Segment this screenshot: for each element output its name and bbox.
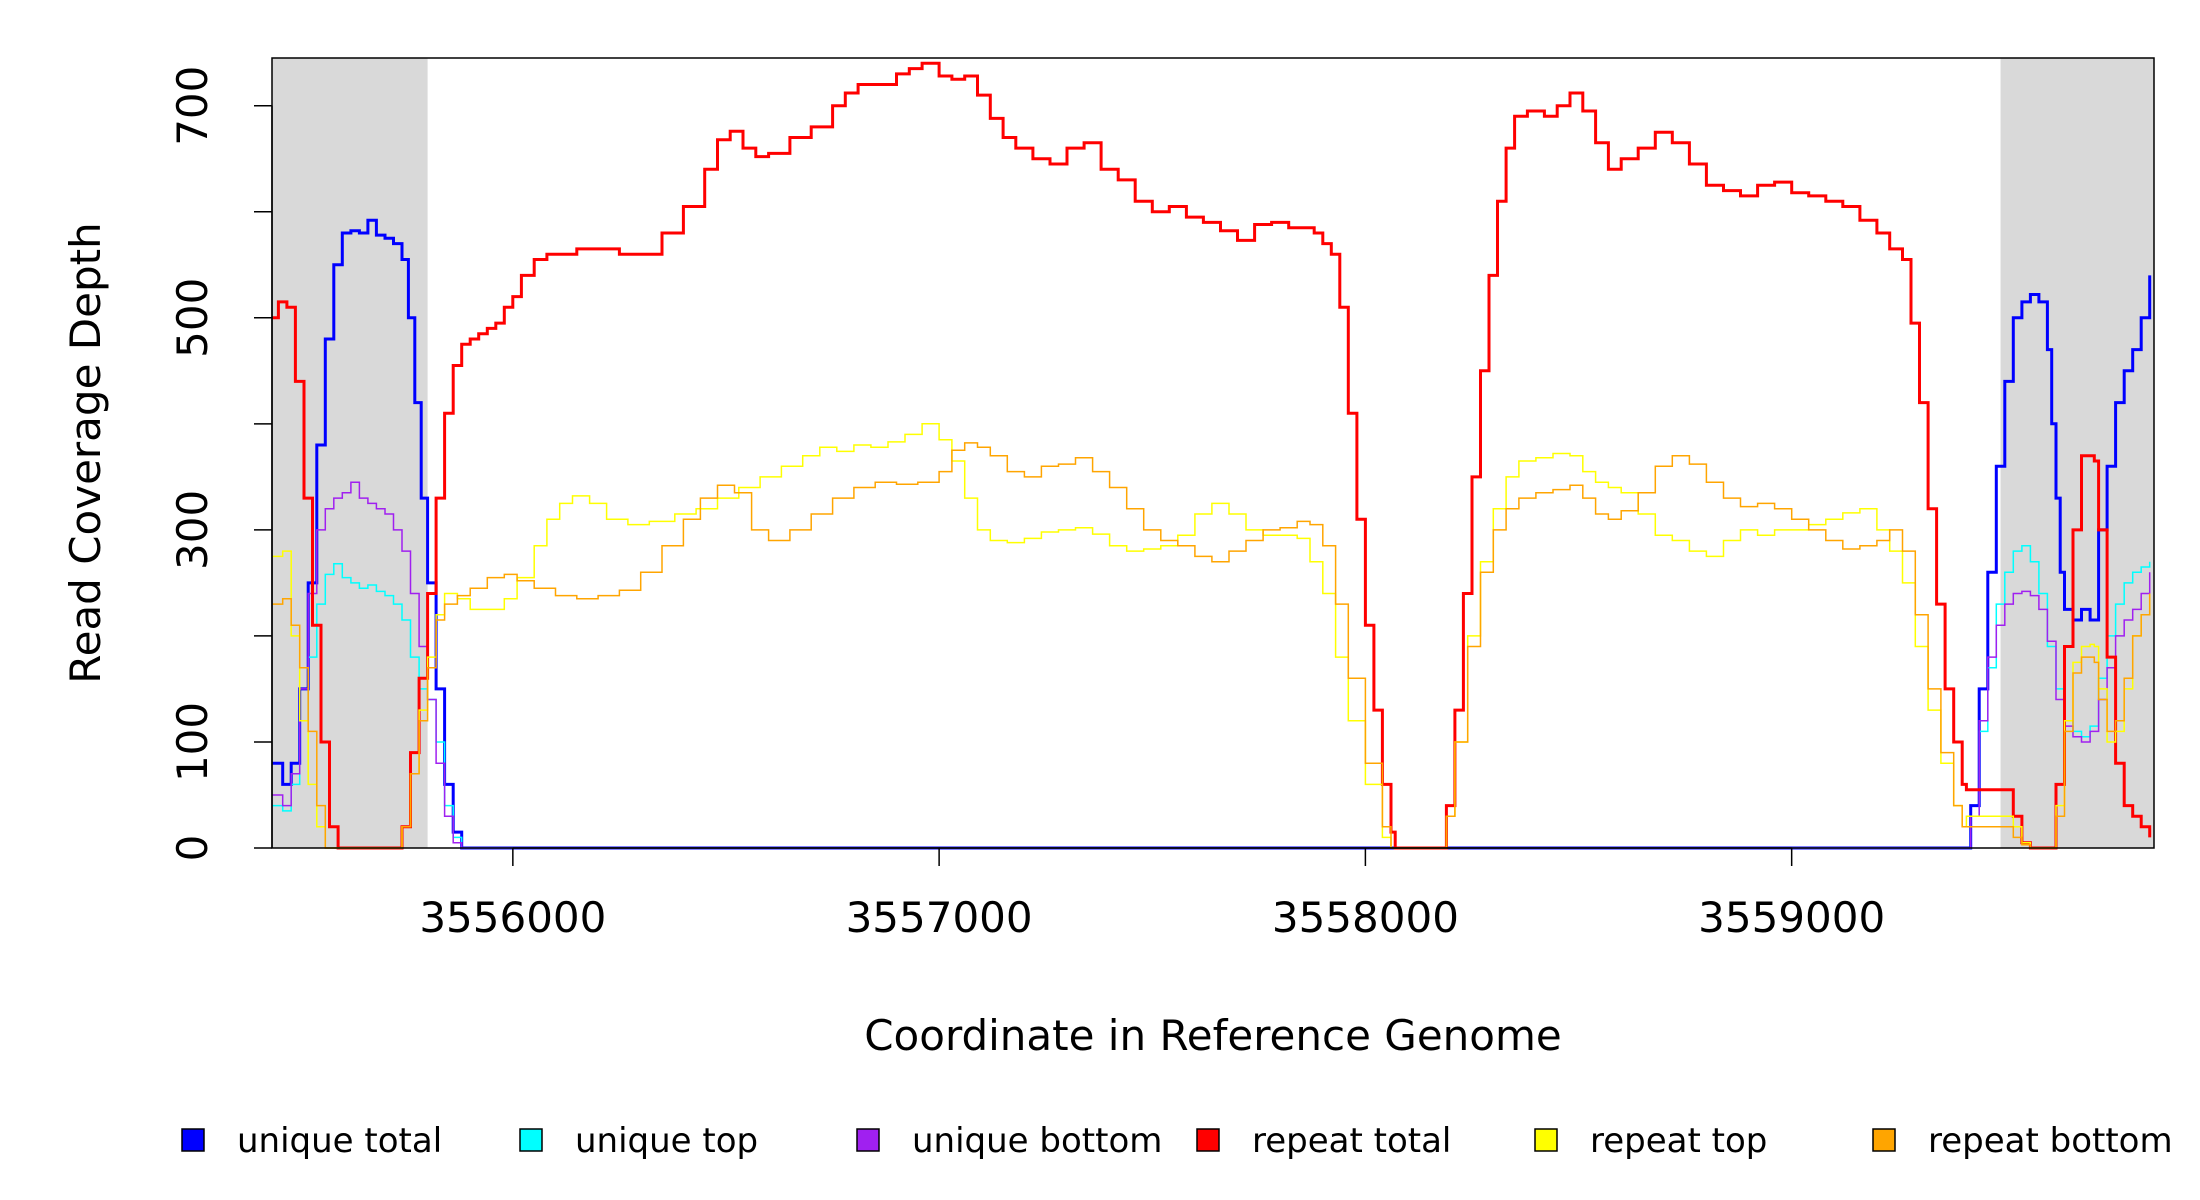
series-line-repeat-top	[272, 423, 2151, 849]
series-lines	[272, 61, 2152, 850]
y-tick-label: 0	[168, 835, 217, 862]
legend-label: unique top	[575, 1121, 758, 1161]
x-tick-label: 3556000	[419, 893, 606, 942]
series-line-repeat-total	[272, 61, 2152, 850]
legend-label: unique bottom	[912, 1121, 1162, 1161]
legend-label: repeat top	[1590, 1121, 1767, 1161]
legend-label: repeat total	[1252, 1121, 1451, 1161]
y-axis-label: Read Coverage Depth	[61, 222, 110, 683]
y-tick-label: 300	[168, 490, 217, 570]
legend-swatch	[856, 1128, 880, 1152]
legend-label: repeat bottom	[1928, 1121, 2173, 1161]
x-tick-label: 3557000	[846, 893, 1033, 942]
legend-label: unique total	[237, 1121, 442, 1161]
series-line-repeat-bottom	[272, 442, 2151, 849]
x-tick-label: 3558000	[1272, 893, 1459, 942]
y-tick-label: 500	[168, 278, 217, 358]
shaded-region-0	[272, 58, 428, 848]
x-axis: 3556000 3557000 3558000 3559000	[419, 847, 1885, 942]
series-line-unique-bottom	[272, 481, 2151, 849]
series-line-unique-total	[272, 218, 2152, 850]
y-tick-label: 100	[168, 702, 217, 782]
shaded-region-1	[2000, 58, 2154, 848]
x-axis-label: Coordinate in Reference Genome	[864, 1011, 1562, 1060]
plot-frame	[271, 57, 2155, 849]
y-tick-label: 700	[168, 66, 217, 146]
shaded-regions	[272, 58, 2154, 848]
legend-swatch	[181, 1128, 205, 1152]
legend-swatch	[1196, 1128, 1220, 1152]
y-axis: 0 100 300 500 700	[168, 66, 273, 862]
legend-swatch	[519, 1128, 543, 1152]
series-line-unique-top	[272, 545, 2151, 849]
legend: unique total unique top unique bottom repea…	[181, 1121, 2173, 1161]
legend-swatch	[1872, 1128, 1896, 1152]
legend-swatch	[1534, 1128, 1558, 1152]
x-tick-label: 3559000	[1698, 893, 1885, 942]
